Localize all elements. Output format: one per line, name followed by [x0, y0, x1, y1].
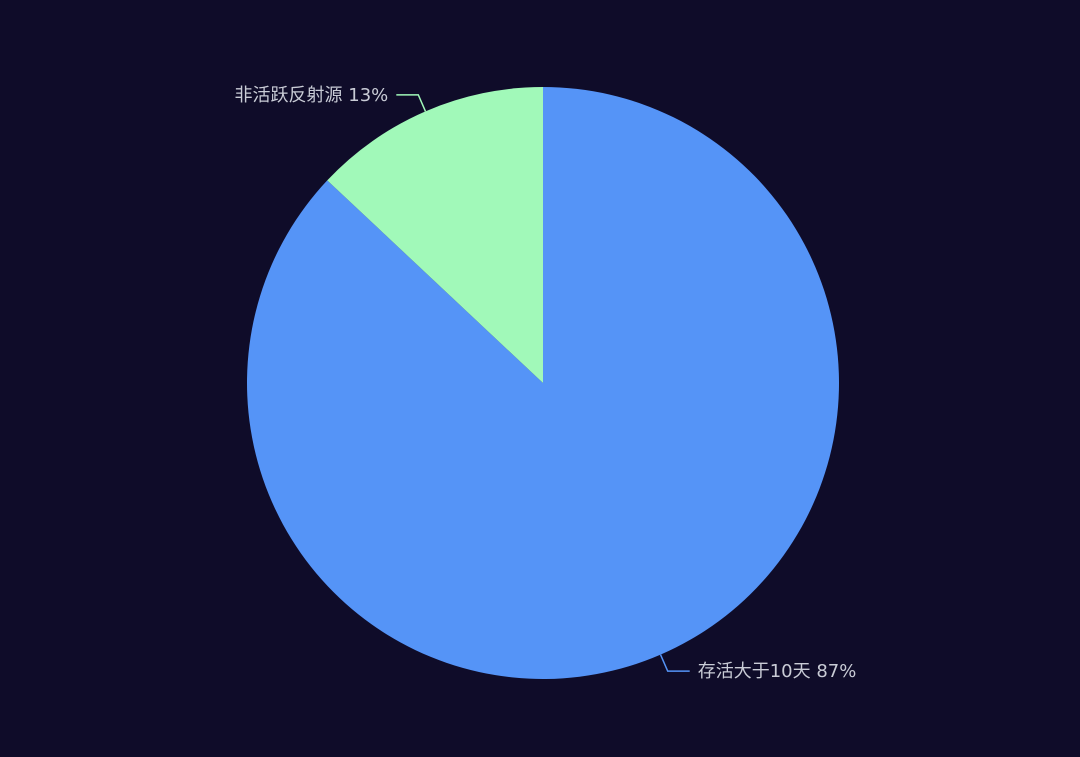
slice-labels: 存活大于10天 87% 非活跃反射源 13% [235, 85, 857, 682]
label-leader-lines [396, 94, 690, 672]
leader-line [659, 654, 690, 672]
slice-label: 非活跃反射源 13% [235, 85, 389, 106]
pie-slices [247, 87, 840, 679]
leader-line [396, 94, 427, 112]
slice-label: 存活大于10天 87% [698, 661, 857, 682]
pie-slice [327, 87, 543, 383]
